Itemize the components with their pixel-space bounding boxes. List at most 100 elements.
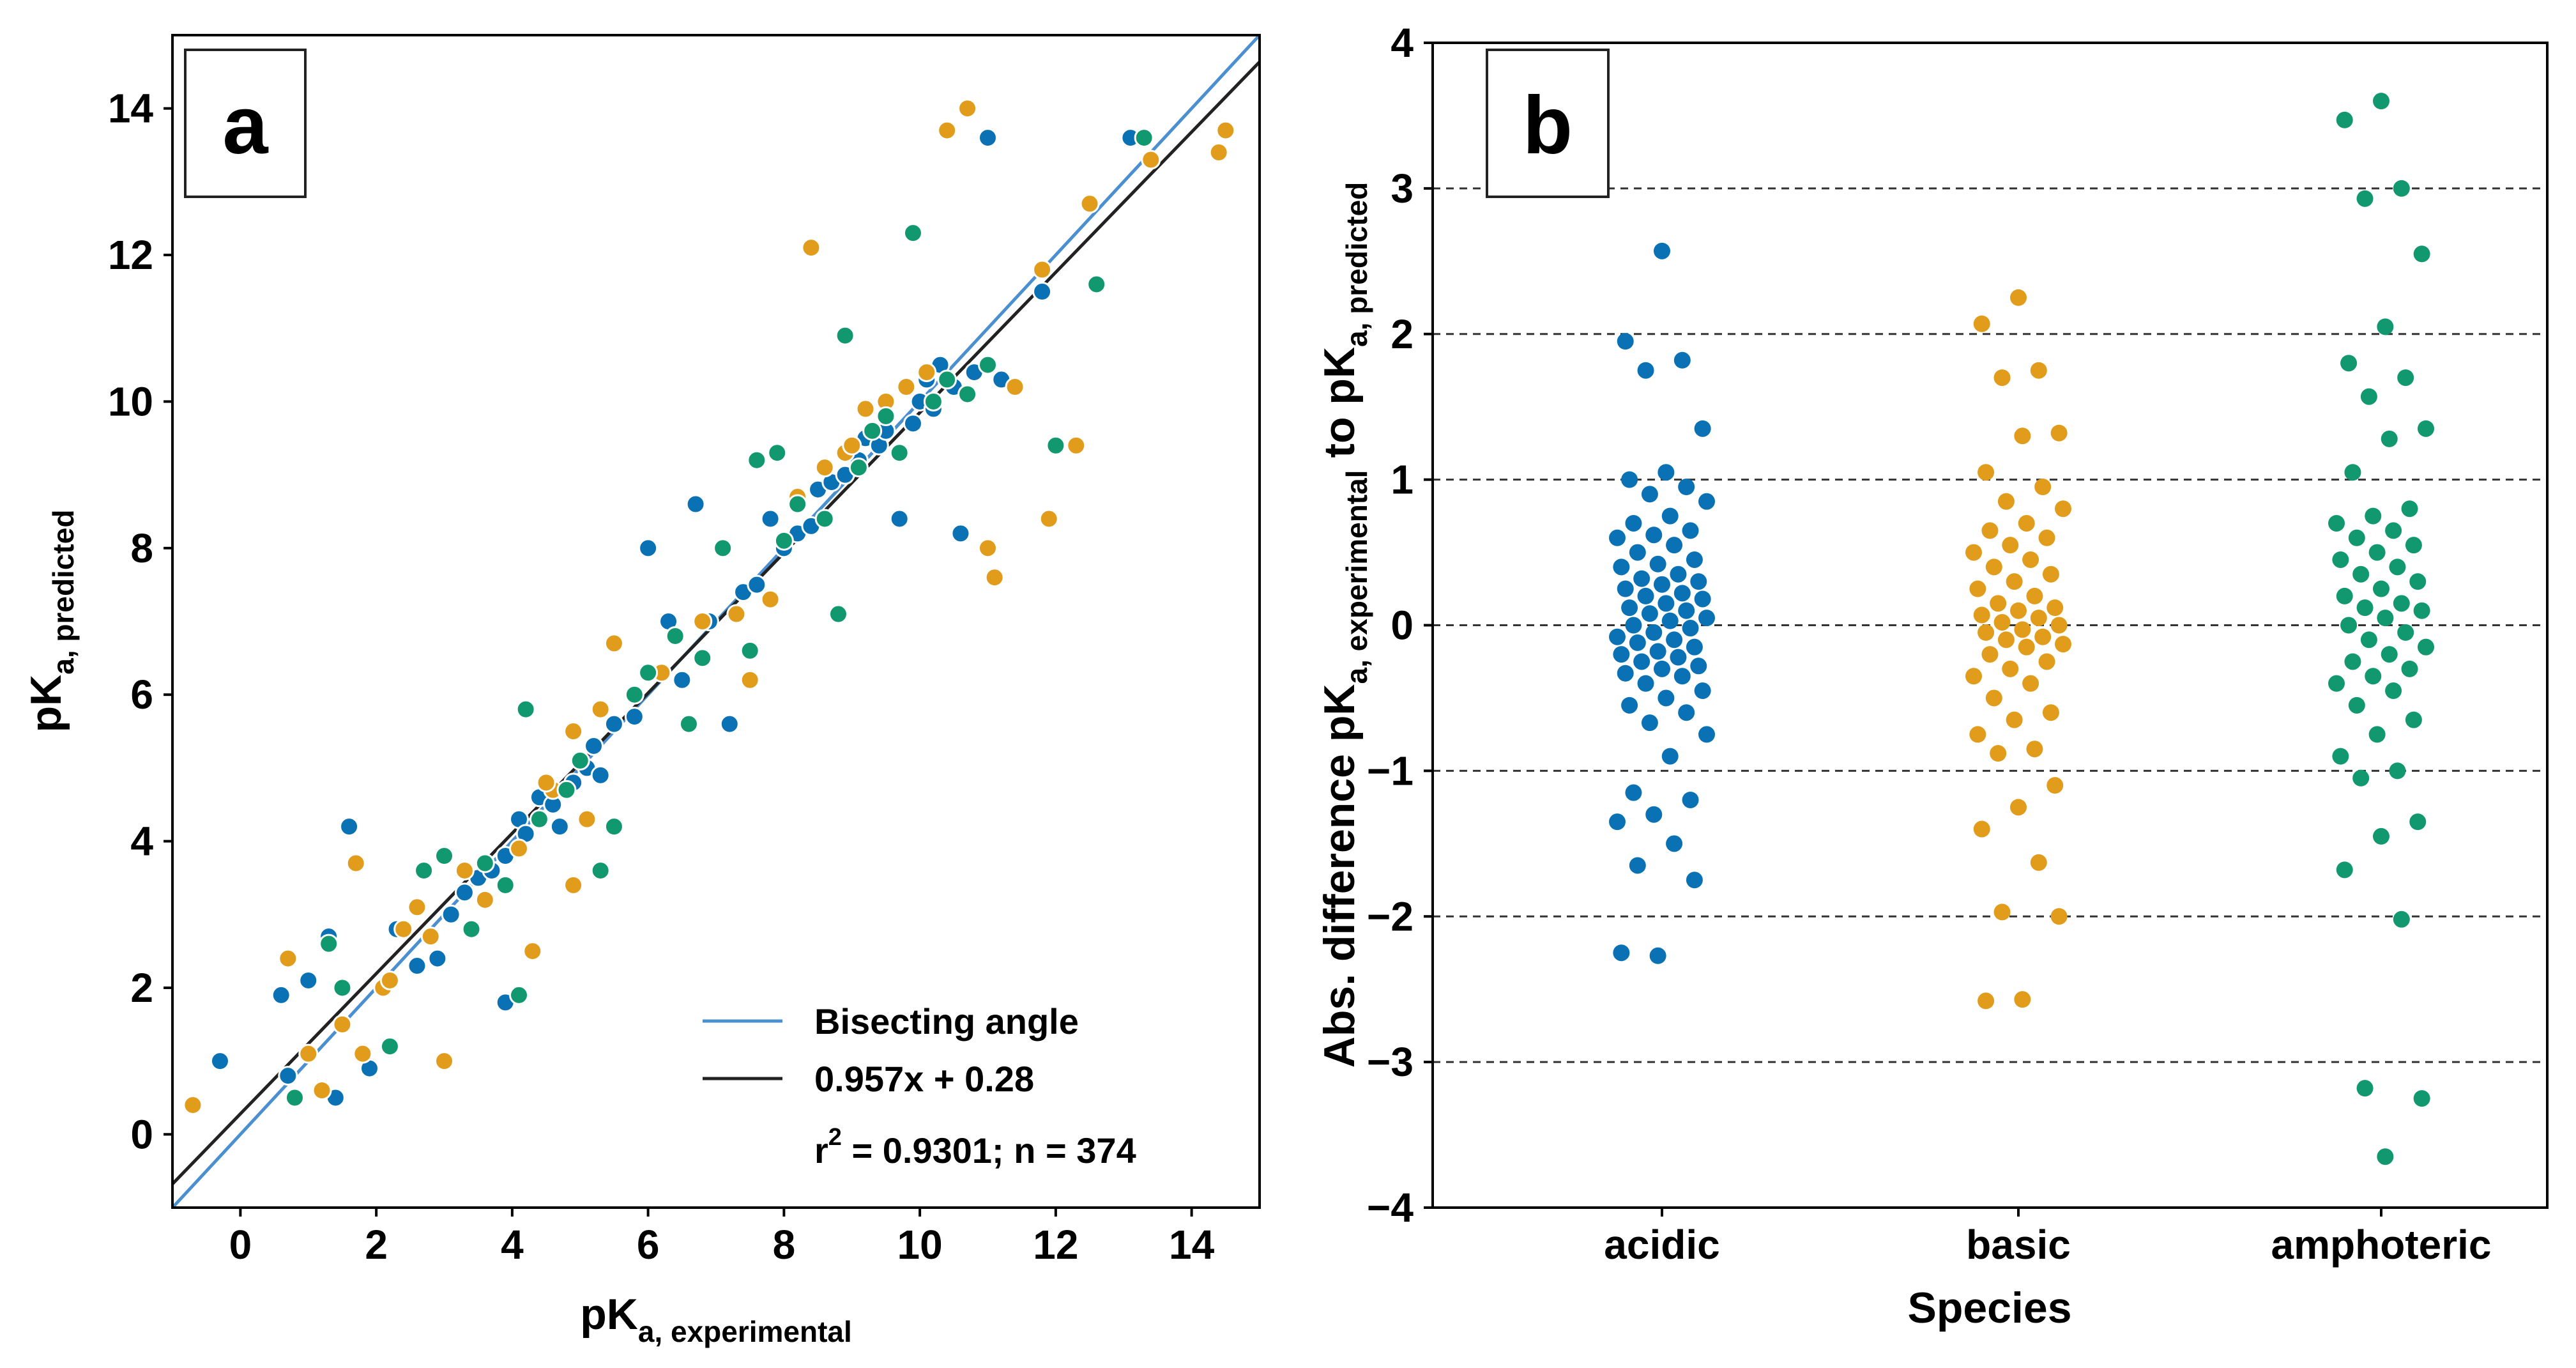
panel-b-point-amphoteric-47: [2336, 861, 2353, 879]
panel-b-point-basic-44: [1990, 745, 2007, 762]
panel-b-point-acidic-23: [1654, 576, 1670, 593]
panel-a-point-basic-4: [332, 1014, 353, 1034]
panel-a-legend: Bisecting angle 0.957x + 0.28 r2 = 0.930…: [703, 1001, 1136, 1171]
panel-b-point-amphoteric-17: [2405, 537, 2422, 554]
panel-a-point-basic-8: [393, 919, 414, 939]
legend-label-regression: 0.957x + 0.28: [814, 1059, 1034, 1099]
panel-b-point-basic-10: [2018, 514, 2035, 532]
panel-a-point-acidic-9: [407, 956, 427, 976]
panel-b-point-basic-5: [2014, 427, 2031, 445]
panel-b-point-acidic-63: [1686, 872, 1703, 889]
panel-b-point-amphoteric-32: [2418, 638, 2434, 656]
panel-a-point-amphoteric-20: [740, 640, 760, 661]
panel-a-x-tick-label-5: 10: [897, 1222, 943, 1268]
panel-a-point-basic-26: [760, 589, 781, 610]
panel-b-x-ticks: acidic basic amphoteric: [1604, 1208, 2491, 1268]
panel-a-point-basic-39: [1005, 377, 1025, 397]
panel-b-point-basic-14: [1965, 544, 1982, 561]
panel-a-point-basic-48: [536, 772, 556, 793]
panel-b-point-amphoteric-22: [2409, 573, 2427, 590]
panel-a-point-basic-0: [183, 1095, 203, 1115]
panel-a-point-acidic-54: [950, 523, 971, 544]
panel-a-y-tick-label-5: 10: [108, 378, 153, 424]
panel-b-point-acidic-18: [1649, 555, 1666, 573]
panel-a-point-amphoteric-35: [978, 355, 998, 375]
panel-a-point-amphoteric-0: [284, 1087, 305, 1108]
panel-b-point-basic-2: [2030, 362, 2047, 379]
panel-b-point-amphoteric-10: [2381, 430, 2398, 447]
panel-b-point-basic-20: [2026, 587, 2043, 604]
panel-b-x-tick-label-2: amphoteric: [2271, 1222, 2492, 1268]
panel-a-point-amphoteric-33: [937, 369, 957, 390]
panel-b-point-amphoteric-0: [2373, 93, 2389, 110]
panel-b: acidic basic amphoteric −4 −3 −2 −1 0 1 2 3 4 b Sp…: [1315, 20, 2549, 1332]
panel-a-point-amphoteric-39: [624, 684, 644, 705]
panel-a-point-basic-1: [278, 948, 298, 969]
panel-b-point-basic-19: [1969, 580, 1986, 597]
panel-a-point-basic-21: [604, 633, 624, 654]
panel-a-point-basic-23: [692, 611, 713, 631]
panel-a-point-amphoteric-34: [957, 384, 978, 404]
panel-a-point-amphoteric-17: [678, 714, 699, 734]
panel-a-point-basic-11: [434, 1051, 454, 1072]
panel-b-letter-box: [1486, 49, 1610, 198]
panel-a-point-amphoteric-29: [876, 406, 896, 426]
panel-a-point-amphoteric-24: [814, 509, 835, 529]
panel-a-y-tick-label-6: 12: [108, 232, 153, 278]
panel-b-point-basic-4: [2050, 424, 2068, 442]
panel-b-point-acidic-24: [1617, 580, 1634, 597]
panel-a-point-basic-5: [346, 853, 366, 873]
panel-b-point-acidic-6: [1621, 471, 1638, 488]
panel-b-point-amphoteric-18: [2368, 544, 2386, 561]
panel-b-point-acidic-41: [1649, 643, 1666, 660]
panel-b-point-acidic-1: [1617, 333, 1634, 350]
panel-b-point-basic-30: [2034, 628, 2052, 645]
panel-a-point-amphoteric-3: [379, 1036, 400, 1057]
panel-a-point-amphoteric-21: [747, 450, 767, 470]
panel-a-point-acidic-6: [339, 817, 360, 837]
panel-a-point-amphoteric-36: [1046, 435, 1066, 456]
panel-b-y-tick-label-6: 2: [1391, 311, 1414, 357]
panel-b-point-acidic-9: [1698, 493, 1715, 510]
panel-a-point-basic-3: [312, 1080, 332, 1100]
panel-b-point-amphoteric-12: [2401, 500, 2418, 518]
panel-b-point-acidic-52: [1621, 696, 1638, 714]
panel-b-point-amphoteric-50: [2413, 1090, 2430, 1107]
panel-b-point-amphoteric-34: [2344, 653, 2361, 670]
panel-a-point-amphoteric-13: [590, 860, 611, 880]
panel-a-point-basic-15: [522, 941, 543, 962]
panel-a-point-basic-2: [298, 1043, 319, 1064]
panel-b-point-basic-23: [2010, 602, 2027, 619]
panel-b-point-acidic-22: [1690, 573, 1707, 590]
panel-b-y-tick-label-2: −2: [1367, 893, 1414, 939]
panel-a-point-amphoteric-18: [692, 648, 713, 668]
panel-a-point-acidic-28: [638, 538, 659, 558]
panel-b-point-acidic-14: [1609, 529, 1626, 546]
panel-b-point-basic-40: [2042, 704, 2059, 721]
panel-a-point-amphoteric-23: [788, 494, 808, 514]
panel-b-point-amphoteric-43: [2389, 762, 2406, 780]
panel-a-point-basic-43: [1079, 194, 1100, 214]
panel-b-point-basic-48: [2030, 854, 2047, 871]
panel-b-point-acidic-32: [1698, 610, 1715, 627]
panel-a-x-axis-label: pKa, experimental: [580, 1290, 852, 1348]
panel-a-point-acidic-33: [719, 714, 740, 734]
panel-a-point-acidic-1: [271, 985, 291, 1005]
panel-a-point-basic-25: [740, 670, 760, 690]
panel-a-x-tick-label-3: 6: [637, 1222, 660, 1268]
panel-b-point-basic-36: [2002, 660, 2019, 677]
panel-b-point-amphoteric-4: [2413, 245, 2430, 263]
panel-b-point-amphoteric-35: [2401, 660, 2418, 677]
panel-b-point-amphoteric-38: [2385, 682, 2402, 700]
panel-b-letter: b: [1523, 80, 1573, 171]
panel-b-point-amphoteric-23: [2373, 580, 2389, 597]
panel-b-point-amphoteric-37: [2328, 675, 2345, 692]
panel-a-point-acidic-3: [298, 970, 319, 990]
panel-b-point-acidic-54: [1641, 714, 1658, 732]
panel-a-point-amphoteric-25: [828, 604, 848, 624]
panel-b-point-acidic-17: [1686, 551, 1703, 568]
panel-a-point-basic-45: [1208, 142, 1229, 162]
panel-b-point-amphoteric-20: [2389, 558, 2406, 576]
